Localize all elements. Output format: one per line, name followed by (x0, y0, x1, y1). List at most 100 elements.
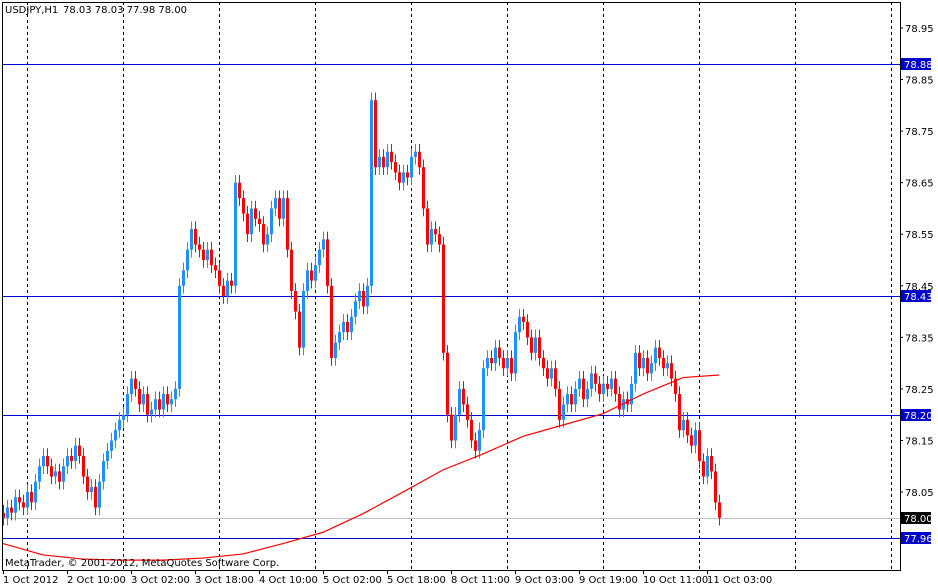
candle-body (422, 167, 425, 209)
candle (634, 345, 637, 392)
candle (586, 381, 589, 407)
candle (618, 386, 621, 418)
x-tick-label: 5 Oct 02:00 (323, 575, 382, 586)
candle-body (454, 414, 457, 441)
candle-body (450, 414, 453, 441)
candle (602, 376, 605, 402)
candle-body (578, 378, 581, 389)
candle (710, 448, 713, 480)
candle-body (106, 450, 109, 462)
candle-body (270, 208, 273, 235)
candle (422, 159, 425, 217)
candle-body (90, 486, 93, 493)
chart-ohlc: 78.03 78.03 77.98 78.00 (63, 5, 187, 16)
candle-body (350, 316, 353, 333)
candle (462, 381, 465, 413)
candle-body (398, 172, 401, 183)
price-label: 77.96 (904, 534, 933, 545)
candle (518, 309, 521, 340)
candle-body (446, 352, 449, 415)
candle-body (590, 373, 593, 389)
candle (266, 226, 269, 253)
candle-body (122, 414, 125, 420)
candle (42, 448, 45, 474)
candle-body (574, 388, 577, 405)
candle-body (166, 394, 169, 405)
x-tick-label: 1 Oct 2012 (3, 575, 58, 586)
candle (66, 448, 69, 474)
candle (398, 164, 401, 191)
candle (194, 221, 197, 253)
candle (554, 360, 557, 397)
candle (186, 241, 189, 279)
candle-body (22, 502, 25, 508)
candle-body (230, 280, 233, 286)
candle-body (386, 151, 389, 168)
candle-body (322, 239, 325, 250)
candle (246, 205, 249, 242)
x-tick-label: 8 Oct 11:00 (451, 575, 510, 586)
candle-body (494, 347, 497, 364)
candle (210, 241, 213, 273)
candle (146, 386, 149, 423)
candle (326, 231, 329, 294)
candle (570, 386, 573, 413)
candle-body (506, 357, 509, 369)
candle-body (146, 394, 149, 415)
candle (386, 144, 389, 175)
candle-body (50, 466, 53, 477)
candle (414, 144, 417, 165)
candle-body (630, 383, 633, 405)
candle-body (250, 208, 253, 235)
candle (374, 92, 377, 175)
candle-body (306, 270, 309, 291)
candle-body (426, 208, 429, 245)
candle-body (234, 182, 237, 286)
candle-body (650, 363, 653, 374)
candle (614, 370, 617, 402)
candle (202, 241, 205, 268)
candle (454, 406, 457, 449)
candle (606, 376, 609, 397)
candle-body (2, 512, 5, 518)
candle (642, 350, 645, 377)
price-label-bg (901, 409, 931, 421)
candle (638, 345, 641, 377)
candle-body (674, 378, 677, 395)
candle-body (222, 285, 225, 297)
candle (226, 272, 229, 304)
candle-body (550, 368, 553, 379)
candle (482, 360, 485, 438)
candle (546, 360, 549, 387)
candle (102, 453, 105, 490)
candle (538, 329, 541, 366)
price-label: 78.20 (904, 411, 933, 422)
candle (486, 350, 489, 377)
candle (134, 370, 137, 397)
candle-body (242, 198, 245, 214)
candle-body (374, 100, 377, 168)
candle (302, 283, 305, 356)
candle (278, 190, 281, 227)
price-label-bg (901, 512, 931, 524)
candle-body (154, 399, 157, 410)
candle-body (698, 430, 701, 462)
candle-body (582, 378, 585, 400)
candle-body (318, 249, 321, 266)
candle-body (314, 265, 317, 281)
candle (234, 174, 237, 294)
candle (286, 190, 289, 258)
candle-body (158, 399, 161, 410)
candle-body (218, 270, 221, 286)
candle-body (86, 476, 89, 493)
candle-body (310, 270, 313, 281)
candle-body (370, 100, 373, 286)
candle-body (290, 249, 293, 291)
candle (550, 360, 553, 387)
candle (106, 443, 109, 469)
candle-body (586, 388, 589, 400)
x-tick-label: 10 Oct 11:00 (643, 575, 708, 586)
